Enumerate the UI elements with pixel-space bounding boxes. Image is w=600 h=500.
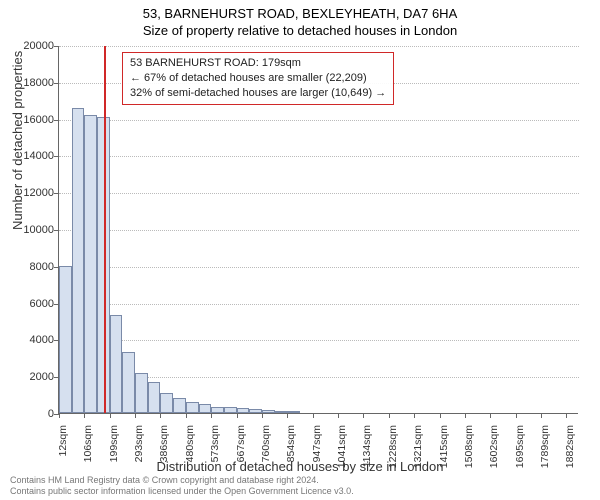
annotation-line: ← 67% of detached houses are smaller (22…: [130, 71, 386, 86]
x-tick-mark: [160, 413, 161, 418]
x-tick-label: 199sqm: [108, 425, 120, 462]
x-tick-label: 667sqm: [235, 425, 247, 462]
x-tick-mark: [440, 413, 441, 418]
histogram-bar: [211, 407, 224, 413]
y-tick-label: 2000: [12, 371, 54, 383]
histogram-bar: [122, 352, 135, 413]
histogram-bar: [262, 410, 275, 413]
histogram-bar: [59, 266, 72, 413]
histogram-bar: [160, 393, 173, 413]
x-tick-mark: [287, 413, 288, 418]
gridline: [59, 267, 579, 268]
gridline: [59, 193, 579, 194]
page-title: 53, BARNEHURST ROAD, BEXLEYHEATH, DA7 6H…: [0, 0, 600, 21]
x-tick-mark: [465, 413, 466, 418]
x-tick-mark: [135, 413, 136, 418]
page-subtitle: Size of property relative to detached ho…: [0, 21, 600, 38]
histogram-bar: [249, 409, 261, 413]
footer-attribution: Contains HM Land Registry data © Crown c…: [10, 475, 354, 496]
y-tick-label: 8000: [12, 261, 54, 273]
y-tick-label: 14000: [12, 150, 54, 162]
y-tick-label: 12000: [12, 187, 54, 199]
gridline: [59, 304, 579, 305]
y-tick-mark: [54, 156, 59, 157]
x-tick-mark: [313, 413, 314, 418]
y-tick-label: 0: [12, 408, 54, 420]
chart-area: 0200040006000800010000120001400016000180…: [58, 46, 578, 414]
x-tick-mark: [186, 413, 187, 418]
x-tick-mark: [59, 413, 60, 418]
x-tick-label: 760sqm: [260, 425, 272, 462]
y-tick-label: 16000: [12, 114, 54, 126]
histogram-bar: [135, 373, 148, 413]
y-tick-mark: [54, 230, 59, 231]
y-tick-label: 4000: [12, 334, 54, 346]
annotation-line: 53 BARNEHURST ROAD: 179sqm: [130, 56, 386, 71]
histogram-bar: [173, 398, 186, 413]
gridline: [59, 340, 579, 341]
gridline: [59, 120, 579, 121]
x-tick-mark: [338, 413, 339, 418]
histogram-bar: [84, 115, 97, 413]
y-tick-mark: [54, 193, 59, 194]
footer-line: Contains public sector information licen…: [10, 486, 354, 496]
x-axis-label: Distribution of detached houses by size …: [0, 459, 600, 474]
y-tick-mark: [54, 46, 59, 47]
annotation-line: 32% of semi-detached houses are larger (…: [130, 86, 386, 101]
y-tick-label: 18000: [12, 77, 54, 89]
highlight-line: [104, 46, 106, 413]
gridline: [59, 156, 579, 157]
x-tick-mark: [363, 413, 364, 418]
y-tick-label: 6000: [12, 298, 54, 310]
histogram-bar: [287, 411, 300, 413]
x-tick-label: 12sqm: [57, 425, 69, 457]
x-tick-label: 386sqm: [158, 425, 170, 462]
y-tick-mark: [54, 83, 59, 84]
histogram-bar: [148, 382, 160, 413]
y-tick-label: 10000: [12, 224, 54, 236]
gridline: [59, 46, 579, 47]
x-tick-label: 480sqm: [184, 425, 196, 462]
histogram-bar: [237, 408, 250, 413]
x-tick-label: 947sqm: [311, 425, 323, 462]
annotation-box: 53 BARNEHURST ROAD: 179sqm ← 67% of deta…: [122, 52, 394, 105]
x-tick-mark: [414, 413, 415, 418]
x-tick-mark: [516, 413, 517, 418]
x-tick-mark: [490, 413, 491, 418]
gridline: [59, 230, 579, 231]
x-tick-mark: [389, 413, 390, 418]
histogram-bar: [110, 315, 123, 413]
histogram-bar: [72, 108, 85, 413]
x-tick-mark: [84, 413, 85, 418]
x-tick-mark: [110, 413, 111, 418]
y-tick-mark: [54, 120, 59, 121]
x-tick-mark: [541, 413, 542, 418]
x-tick-label: 854sqm: [285, 425, 297, 462]
x-tick-label: 106sqm: [82, 425, 94, 462]
x-tick-mark: [237, 413, 238, 418]
histogram-bar: [275, 411, 288, 413]
x-tick-label: 293sqm: [133, 425, 145, 462]
x-tick-mark: [211, 413, 212, 418]
y-tick-label: 20000: [12, 40, 54, 52]
x-tick-mark: [566, 413, 567, 418]
histogram-bar: [186, 402, 199, 413]
histogram-bar: [224, 407, 237, 413]
footer-line: Contains HM Land Registry data © Crown c…: [10, 475, 354, 485]
x-tick-mark: [262, 413, 263, 418]
x-tick-label: 573sqm: [209, 425, 221, 462]
histogram-bar: [199, 404, 211, 413]
